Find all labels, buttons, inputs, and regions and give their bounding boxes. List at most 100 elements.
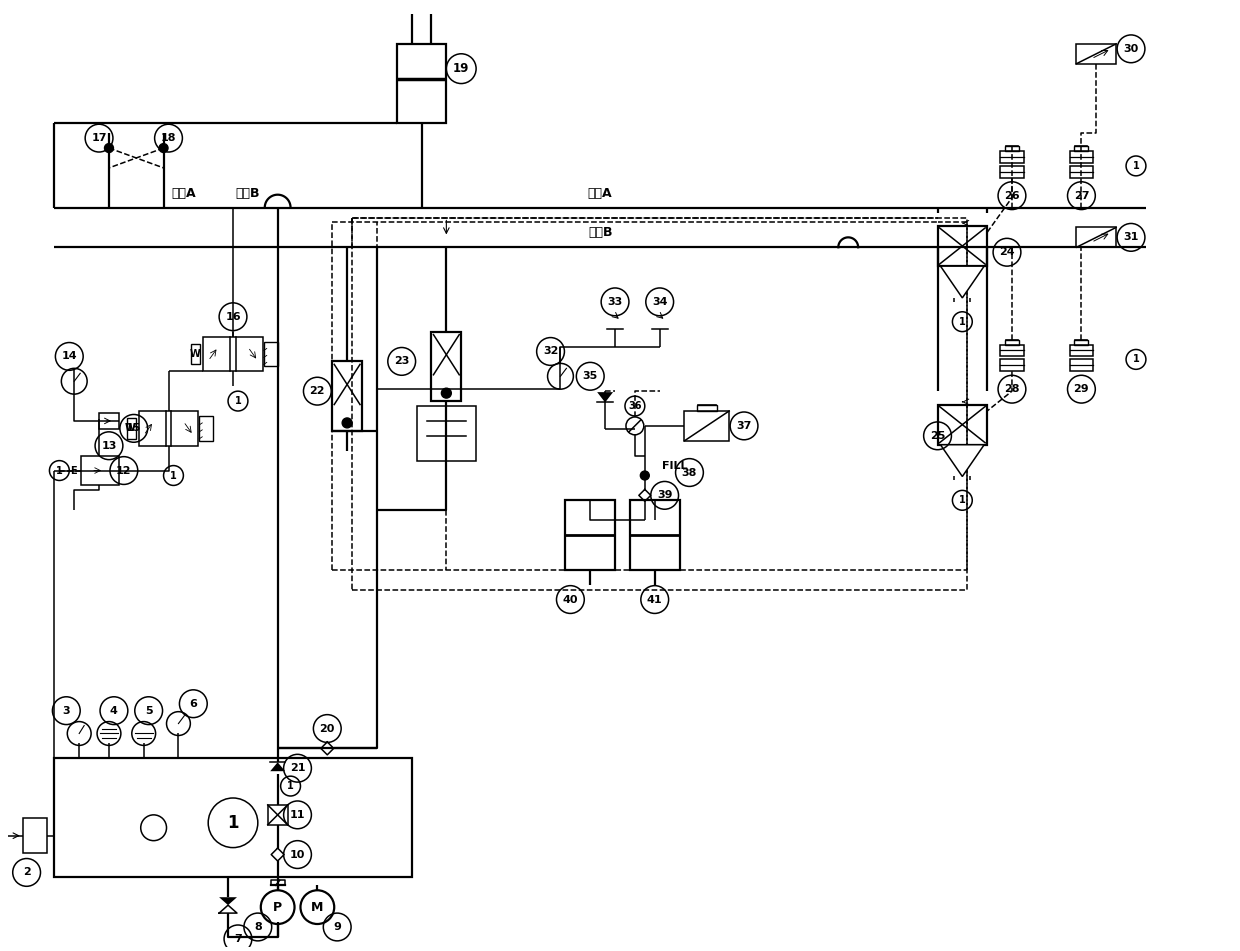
Bar xyxy=(200,417,213,440)
Bar xyxy=(1070,165,1094,178)
Text: 1: 1 xyxy=(170,471,177,480)
Text: 1: 1 xyxy=(288,781,294,791)
Bar xyxy=(264,341,278,366)
Bar xyxy=(937,226,987,266)
Text: FILL: FILL xyxy=(662,460,687,471)
Bar xyxy=(417,406,476,460)
Text: 24: 24 xyxy=(999,247,1014,257)
Text: 14: 14 xyxy=(62,352,77,361)
Text: 16: 16 xyxy=(226,312,241,321)
Text: 32: 32 xyxy=(543,346,558,357)
Bar xyxy=(1076,227,1116,247)
Bar xyxy=(432,332,461,401)
Circle shape xyxy=(441,388,451,398)
Bar xyxy=(1004,340,1019,344)
Text: 通道A: 通道A xyxy=(171,186,196,200)
Text: 17: 17 xyxy=(92,133,107,143)
Bar xyxy=(99,413,119,429)
Bar xyxy=(55,758,412,878)
Bar xyxy=(397,44,446,124)
Text: 19: 19 xyxy=(453,62,470,75)
Text: 10: 10 xyxy=(290,849,305,860)
Bar xyxy=(999,359,1024,371)
Text: 21: 21 xyxy=(290,764,305,773)
Text: 通道B: 通道B xyxy=(236,186,260,200)
Text: 31: 31 xyxy=(1123,232,1138,243)
Text: 38: 38 xyxy=(682,468,697,477)
Bar xyxy=(191,343,201,364)
Text: 11: 11 xyxy=(290,810,305,820)
Bar xyxy=(22,818,47,852)
Text: W: W xyxy=(190,349,201,359)
Text: 4: 4 xyxy=(110,706,118,716)
Bar xyxy=(1070,359,1094,371)
Text: 7: 7 xyxy=(234,934,242,944)
Text: 5: 5 xyxy=(145,706,153,716)
Text: 通道B: 通道B xyxy=(588,226,613,240)
Text: 26: 26 xyxy=(1004,191,1019,201)
Bar xyxy=(1075,146,1089,151)
Polygon shape xyxy=(940,445,985,476)
Text: 37: 37 xyxy=(737,421,751,431)
Text: 35: 35 xyxy=(583,371,598,381)
Text: 40: 40 xyxy=(563,594,578,605)
Text: 34: 34 xyxy=(652,297,667,307)
Text: 22: 22 xyxy=(310,386,325,397)
Text: 18: 18 xyxy=(161,133,176,143)
Polygon shape xyxy=(940,266,985,298)
Text: 20: 20 xyxy=(320,724,335,733)
Circle shape xyxy=(159,144,167,152)
Text: 6: 6 xyxy=(190,699,197,708)
Text: P: P xyxy=(273,901,283,914)
Bar xyxy=(1075,340,1089,344)
Polygon shape xyxy=(598,392,613,402)
Bar xyxy=(139,411,198,446)
Bar xyxy=(268,805,288,825)
Text: 27: 27 xyxy=(1074,191,1089,201)
Text: 33: 33 xyxy=(608,297,622,307)
Text: 29: 29 xyxy=(1074,384,1089,394)
Bar xyxy=(1070,151,1094,163)
Text: 1: 1 xyxy=(56,466,63,476)
Bar xyxy=(81,456,119,485)
Text: 30: 30 xyxy=(1123,44,1138,54)
Text: 23: 23 xyxy=(394,357,409,366)
Text: 25: 25 xyxy=(930,431,945,441)
Bar xyxy=(697,405,717,411)
Bar xyxy=(332,361,362,431)
Circle shape xyxy=(104,144,113,152)
Bar xyxy=(126,417,135,438)
Text: 1: 1 xyxy=(1132,355,1140,364)
Bar xyxy=(352,218,967,590)
Polygon shape xyxy=(219,905,237,913)
Text: 9: 9 xyxy=(334,922,341,932)
Polygon shape xyxy=(270,763,285,771)
Bar xyxy=(203,337,263,371)
Text: M: M xyxy=(311,901,324,914)
Text: 1: 1 xyxy=(227,814,239,832)
Bar xyxy=(565,500,615,570)
Text: 15: 15 xyxy=(126,423,141,434)
Text: 28: 28 xyxy=(1004,384,1019,394)
Text: 41: 41 xyxy=(647,594,662,605)
Text: 8: 8 xyxy=(254,922,262,932)
Text: 1: 1 xyxy=(959,495,966,505)
Bar xyxy=(999,344,1024,357)
Text: W: W xyxy=(125,423,135,434)
Polygon shape xyxy=(219,897,237,905)
Text: 3: 3 xyxy=(62,706,71,716)
Circle shape xyxy=(640,471,650,480)
Text: 1: 1 xyxy=(234,396,242,406)
Text: 12: 12 xyxy=(117,466,131,476)
Bar xyxy=(1076,44,1116,64)
Text: 1: 1 xyxy=(959,317,966,327)
Bar xyxy=(630,500,680,570)
Circle shape xyxy=(342,417,352,428)
Text: 39: 39 xyxy=(657,491,672,500)
Bar xyxy=(937,404,987,445)
Bar xyxy=(1070,344,1094,357)
Bar xyxy=(1004,146,1019,151)
Text: 13: 13 xyxy=(102,440,117,451)
Text: 通道A: 通道A xyxy=(588,186,613,200)
Bar xyxy=(999,151,1024,163)
